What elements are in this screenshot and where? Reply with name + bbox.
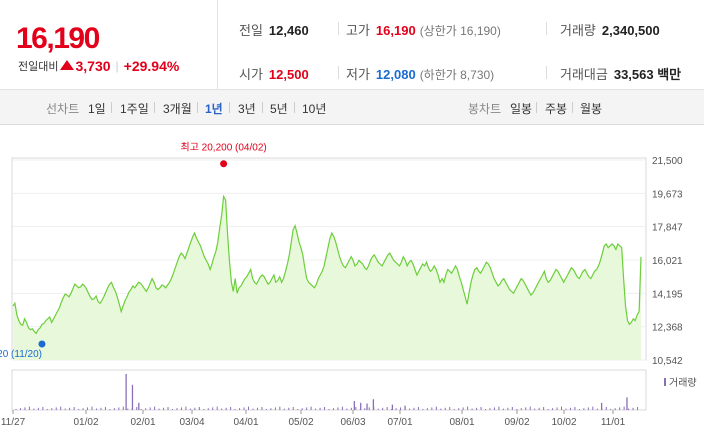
y-tick-label: 16,021 <box>652 256 683 267</box>
tab-1week[interactable]: 1주일 <box>120 102 149 116</box>
y-tick-label: 10,542 <box>652 356 683 367</box>
high-value: 16,190 <box>375 23 416 38</box>
high-label: 고가 <box>346 23 370 38</box>
open-value: 12,500 <box>268 67 309 82</box>
low-label: 최저 11,420 (11/20) <box>0 348 42 360</box>
upper-limit: (상한가 16,190) <box>419 24 501 38</box>
candle-chart-label: 봉차트 <box>468 102 502 116</box>
x-tick-label: 07/01 <box>387 417 412 428</box>
trade-amount: 거래대금 33,563 백만 <box>560 64 681 83</box>
tab-divider <box>536 102 537 113</box>
volume-value: 2,340,500 <box>601 23 660 38</box>
lower-limit: (하한가 8,730) <box>419 68 495 82</box>
x-tick-label: 10/02 <box>551 417 576 428</box>
tab-daily-candle[interactable]: 일봉 <box>510 102 533 116</box>
change-divider: | <box>115 59 119 73</box>
volume-legend-swatch <box>664 378 666 386</box>
x-tick-label: 03/04 <box>179 417 204 428</box>
change-row: 전일대비 3,730 | +29.94% <box>18 58 179 74</box>
tab-10year[interactable]: 10년 <box>302 102 327 116</box>
volume: 거래량 2,340,500 <box>560 20 660 39</box>
current-price: 16,190 <box>16 22 100 55</box>
x-tick-label: 04/01 <box>233 417 258 428</box>
x-tick-label: 08/01 <box>449 417 474 428</box>
tab-weekly-candle[interactable]: 주봉 <box>545 102 568 116</box>
x-tick-label: 11/27 <box>1 417 26 428</box>
divider <box>338 66 339 79</box>
line-chart-label: 선차트 <box>46 102 80 116</box>
x-tick-label: 02/01 <box>130 417 155 428</box>
chart-tabbar: 선차트 1일 1주일 3개월 1년 3년 5년 10년 봉차트 일봉 주봉 월봉 <box>0 90 704 125</box>
x-tick-label: 11/01 <box>601 417 626 428</box>
y-tick-label: 14,195 <box>652 289 683 300</box>
change-percent: +29.94% <box>123 58 180 74</box>
amount-label: 거래대금 <box>560 67 608 82</box>
low-price: 저가 12,080 (하한가 8,730) <box>346 64 494 83</box>
high-price: 고가 16,190 (상한가 16,190) <box>346 20 501 39</box>
tab-1year[interactable]: 1년 <box>205 102 223 116</box>
quote-info: 전일 12,460 고가 16,190 (상한가 16,190) 거래량 2,340,5… <box>218 0 704 90</box>
change-label: 전일대비 <box>18 61 59 73</box>
open-label: 시가 <box>239 67 263 82</box>
open-price: 시가 12,500 <box>239 64 309 83</box>
volume-frame <box>11 369 647 411</box>
tab-divider <box>294 102 295 113</box>
up-arrow-icon <box>60 60 75 70</box>
prev-close: 전일 12,460 <box>239 20 309 39</box>
high-label: 최고 20,200 (04/02) <box>181 142 267 154</box>
y-tick-label: 19,673 <box>652 189 683 200</box>
tab-1day[interactable]: 1일 <box>88 102 106 116</box>
change-value: 3,730 <box>75 58 111 74</box>
tab-divider <box>111 102 112 113</box>
prev-close-label: 전일 <box>239 23 263 38</box>
low-marker <box>38 340 46 348</box>
divider <box>338 22 339 35</box>
price-summary: 16,190 전일대비 3,730 | +29.94% <box>0 0 218 90</box>
tab-divider <box>229 102 230 113</box>
tab-divider <box>154 102 155 113</box>
y-tick-label: 21,500 <box>652 156 683 167</box>
low-label: 저가 <box>346 67 370 82</box>
prev-close-value: 12,460 <box>268 23 309 38</box>
x-tick-label: 06/03 <box>340 417 365 428</box>
tab-3year[interactable]: 3년 <box>238 102 256 116</box>
tab-3month[interactable]: 3개월 <box>163 102 192 116</box>
x-tick-label: 09/02 <box>504 417 529 428</box>
divider <box>546 66 547 79</box>
tab-monthly-candle[interactable]: 월봉 <box>580 102 603 116</box>
x-tick-label: 01/02 <box>73 417 98 428</box>
low-value: 12,080 <box>375 67 416 82</box>
tab-divider <box>197 102 198 113</box>
amount-value: 33,563 백만 <box>613 67 682 82</box>
y-tick-label: 17,847 <box>652 223 683 234</box>
price-area <box>13 196 641 360</box>
volume-label: 거래량 <box>560 23 596 38</box>
volume-legend-label: 거래량 <box>669 377 697 389</box>
y-tick-label: 12,368 <box>652 323 683 334</box>
tab-divider <box>572 102 573 113</box>
divider <box>546 22 547 35</box>
high-marker <box>220 160 228 168</box>
x-tick-label: 05/02 <box>288 417 313 428</box>
tab-5year[interactable]: 5년 <box>270 102 288 116</box>
tab-divider <box>262 102 263 113</box>
price-line <box>12 194 642 335</box>
